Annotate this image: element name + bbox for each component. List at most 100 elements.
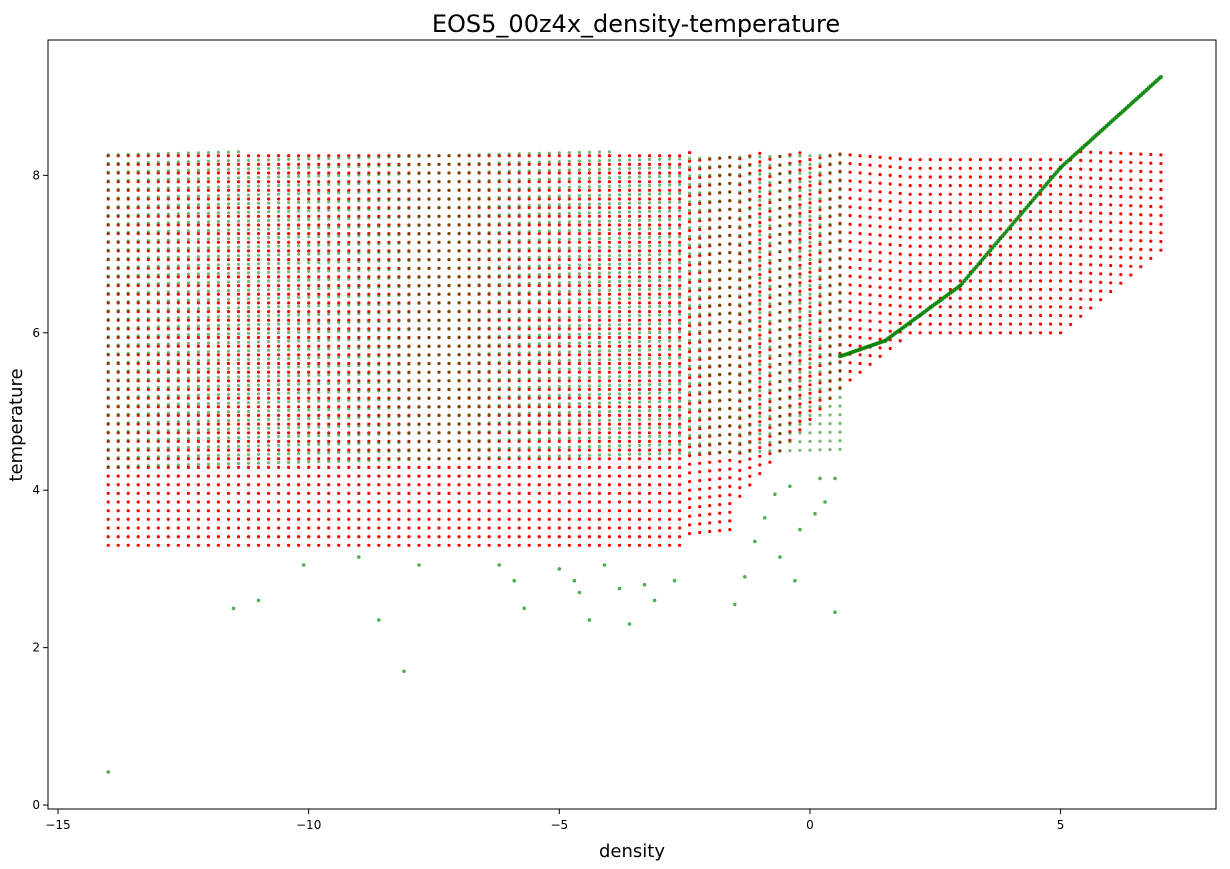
green-point xyxy=(337,303,341,307)
green-point xyxy=(246,297,251,301)
green-point xyxy=(387,371,391,375)
green-point xyxy=(216,427,220,431)
red-point xyxy=(978,305,983,309)
green-point xyxy=(196,402,200,406)
red-point xyxy=(658,448,662,452)
green-point xyxy=(226,366,231,371)
red-point xyxy=(186,154,190,158)
green-point xyxy=(347,416,351,420)
red-point xyxy=(668,439,672,443)
red-point xyxy=(878,164,882,168)
red-point xyxy=(968,166,973,170)
green-point xyxy=(267,244,271,248)
red-point xyxy=(1059,175,1063,179)
red-point xyxy=(166,258,170,262)
red-point xyxy=(206,353,210,357)
red-point xyxy=(597,422,602,426)
red-point xyxy=(1038,158,1043,162)
red-point xyxy=(246,535,251,539)
red-point xyxy=(297,483,301,487)
green-point xyxy=(317,442,321,446)
red-point xyxy=(768,252,772,256)
red-point xyxy=(698,530,702,535)
red-point xyxy=(317,301,321,305)
red-point xyxy=(1089,150,1093,154)
red-point xyxy=(307,232,311,236)
green-point xyxy=(156,437,160,442)
red-point xyxy=(688,315,692,319)
red-point xyxy=(267,483,271,487)
red-point xyxy=(216,387,220,392)
red-point xyxy=(678,517,682,521)
red-point xyxy=(888,199,892,203)
green-point xyxy=(206,462,210,466)
red-point xyxy=(808,218,812,222)
red-point xyxy=(658,387,662,392)
green-point xyxy=(277,400,281,404)
red-point xyxy=(617,483,622,487)
red-point xyxy=(848,153,852,157)
red-point xyxy=(547,162,551,166)
red-point xyxy=(597,361,602,366)
red-point xyxy=(878,354,882,358)
red-point xyxy=(287,214,291,218)
green-point xyxy=(397,250,401,254)
red-point xyxy=(607,171,612,175)
green-point xyxy=(256,426,261,430)
green-point xyxy=(347,242,351,247)
red-point xyxy=(577,171,582,175)
red-point xyxy=(146,491,150,495)
red-point xyxy=(297,379,301,383)
red-point xyxy=(557,439,561,443)
red-point xyxy=(256,457,261,461)
green-point xyxy=(347,329,351,333)
red-point xyxy=(798,263,802,267)
red-point xyxy=(587,171,592,175)
red-point xyxy=(176,439,180,443)
green-point xyxy=(146,282,150,286)
red-point xyxy=(246,526,251,530)
green-point xyxy=(246,305,251,310)
red-point xyxy=(818,303,822,307)
red-point xyxy=(226,448,231,452)
green-point xyxy=(196,159,200,164)
green-point xyxy=(226,150,231,154)
red-point xyxy=(607,491,612,495)
red-point xyxy=(888,243,892,247)
red-point xyxy=(728,476,732,480)
red-point xyxy=(267,249,271,253)
red-point xyxy=(577,491,582,495)
red-point xyxy=(457,509,461,513)
red-point xyxy=(607,535,612,539)
green-point xyxy=(216,271,220,276)
red-point xyxy=(256,465,261,469)
red-point xyxy=(668,396,672,400)
red-point xyxy=(1018,253,1023,257)
red-point xyxy=(668,292,672,296)
green-point xyxy=(226,185,231,189)
green-point xyxy=(297,209,301,213)
red-point xyxy=(297,344,301,348)
red-point xyxy=(467,491,471,495)
red-point xyxy=(1018,261,1023,266)
red-point xyxy=(347,370,351,374)
green-point xyxy=(206,289,210,293)
green-point xyxy=(216,358,220,362)
green-point xyxy=(166,351,170,355)
green-point xyxy=(136,256,140,260)
red-point xyxy=(337,370,341,374)
red-point xyxy=(447,543,451,547)
red-point xyxy=(948,279,952,283)
red-point xyxy=(256,474,261,478)
red-point xyxy=(567,171,571,175)
green-point xyxy=(176,169,180,173)
red-point xyxy=(1028,261,1033,266)
green-point xyxy=(166,463,170,467)
green-point xyxy=(166,333,170,337)
red-point xyxy=(678,413,682,417)
red-point xyxy=(587,500,592,504)
green-point xyxy=(377,276,381,280)
red-point xyxy=(1069,167,1073,171)
green-point xyxy=(337,329,341,333)
red-point xyxy=(617,500,622,504)
